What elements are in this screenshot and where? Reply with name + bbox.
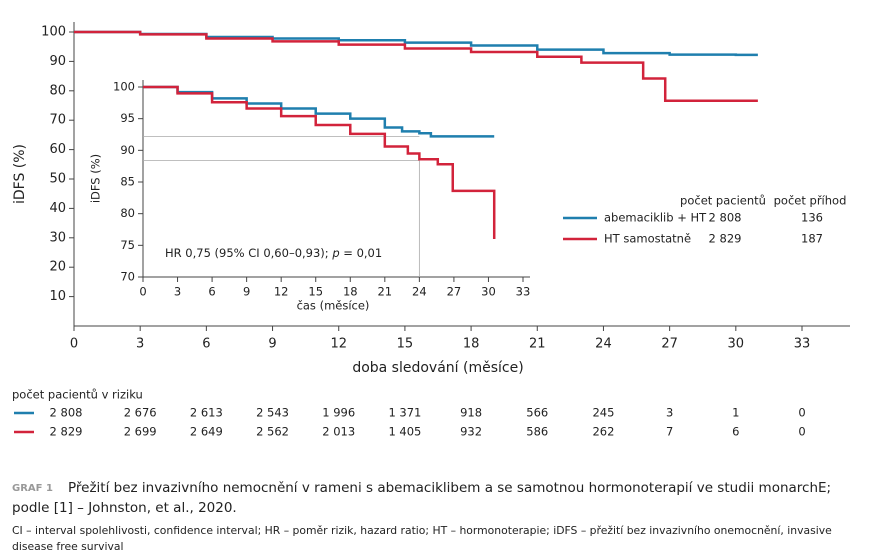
- risk-value: 2 543: [256, 406, 289, 420]
- x-tick-label: 12: [274, 285, 289, 299]
- risk-value: 1 405: [388, 425, 421, 439]
- x-tick-label: 27: [661, 337, 678, 352]
- risk-value: 1: [732, 406, 739, 420]
- y-tick-label: 100: [41, 25, 66, 40]
- legend-patients: 2 808: [709, 211, 742, 225]
- risk-value: 2 562: [256, 425, 289, 439]
- x-tick-label: 33: [516, 285, 531, 299]
- risk-value: 2 613: [190, 406, 223, 420]
- risk-value: 6: [732, 425, 739, 439]
- y-axis-label: iDFS (%): [89, 154, 103, 203]
- x-tick-label: 3: [174, 285, 181, 299]
- legend-label: HT samostatně: [604, 232, 691, 246]
- legend-patients: 2 829: [709, 232, 742, 246]
- risk-value: 918: [460, 406, 482, 420]
- risk-value: 932: [460, 425, 482, 439]
- y-tick-label: 95: [120, 111, 135, 125]
- caption-text: podle [1] – Johnston, et al., 2020.: [12, 500, 237, 516]
- y-tick-label: 90: [120, 143, 135, 157]
- risk-value: 0: [798, 406, 805, 420]
- x-tick-label: 21: [377, 285, 392, 299]
- y-tick-label: 70: [49, 113, 66, 128]
- footnote: disease free survival: [12, 540, 123, 553]
- legend-events: 187: [801, 232, 823, 246]
- x-tick-label: 27: [447, 285, 462, 299]
- legend-header: počet pacientů: [680, 194, 766, 208]
- x-tick-label: 30: [481, 285, 496, 299]
- risk-value: 7: [666, 425, 673, 439]
- x-axis-label: čas (měsíce): [297, 299, 370, 313]
- x-tick-label: 3: [136, 337, 144, 352]
- annotation-part: HR 0,75 (95% CI 0,60–0,93);: [165, 246, 332, 260]
- survival-curve: [74, 30, 758, 103]
- x-tick-label: 24: [412, 285, 427, 299]
- risk-value: 3: [666, 406, 673, 420]
- risk-table-title: počet pacientů v riziku: [12, 388, 143, 402]
- x-tick-label: 21: [529, 337, 546, 352]
- y-axis-label: iDFS (%): [12, 144, 28, 204]
- y-tick-label: 90: [49, 54, 66, 69]
- x-tick-label: 12: [330, 337, 347, 352]
- y-tick-label: 40: [49, 201, 66, 216]
- legend-header: počet příhod: [774, 194, 847, 208]
- y-tick-label: 80: [49, 83, 66, 98]
- risk-value: 1 996: [322, 406, 355, 420]
- x-tick-label: 18: [463, 337, 480, 352]
- x-tick-label: 30: [728, 337, 745, 352]
- annotation: HR 0,75 (95% CI 0,60–0,93); p = 0,01: [165, 246, 382, 260]
- x-tick-label: 15: [397, 337, 414, 352]
- risk-value: 1 371: [388, 406, 421, 420]
- risk-value: 0: [798, 425, 805, 439]
- y-tick-label: 50: [49, 172, 66, 187]
- risk-value: 262: [592, 425, 614, 439]
- x-tick-label: 0: [70, 337, 78, 352]
- y-tick-label: 30: [49, 230, 66, 245]
- x-axis-label: doba sledování (měsíce): [352, 360, 523, 376]
- x-tick-label: 6: [202, 337, 210, 352]
- risk-value: 566: [526, 406, 548, 420]
- risk-value: 586: [526, 425, 548, 439]
- risk-value: 2 808: [50, 406, 83, 420]
- x-tick-label: 15: [308, 285, 323, 299]
- y-tick-label: 70: [120, 270, 135, 284]
- caption-label: GRAF 1: [12, 483, 53, 494]
- x-tick-label: 0: [139, 285, 146, 299]
- risk-value: 2 013: [322, 425, 355, 439]
- annotation-part: p: [331, 246, 339, 260]
- x-tick-label: 33: [794, 337, 811, 352]
- x-tick-label: 9: [243, 285, 250, 299]
- x-tick-label: 6: [208, 285, 215, 299]
- legend-label: abemaciklib + HT: [604, 211, 707, 225]
- y-tick-label: 60: [49, 142, 66, 157]
- y-tick-label: 85: [120, 175, 135, 189]
- risk-value: 2 829: [50, 425, 83, 439]
- survival-curve: [143, 85, 496, 239]
- x-tick-label: 18: [343, 285, 358, 299]
- risk-value: 2 676: [124, 406, 157, 420]
- y-tick-label: 80: [120, 206, 135, 220]
- risk-value: 2 649: [190, 425, 223, 439]
- x-tick-label: 9: [268, 337, 276, 352]
- y-tick-label: 10: [49, 289, 66, 304]
- x-tick-label: 24: [595, 337, 612, 352]
- legend-events: 136: [801, 211, 823, 225]
- annotation-part: = 0,01: [340, 246, 383, 260]
- y-tick-label: 20: [49, 260, 66, 275]
- y-tick-label: 100: [113, 80, 135, 94]
- footnote: CI – interval spolehlivosti, confidence …: [12, 524, 832, 537]
- caption-text: Přežití bez invazivního nemocnění v rame…: [68, 480, 831, 496]
- risk-value: 245: [592, 406, 614, 420]
- risk-value: 2 699: [124, 425, 157, 439]
- y-tick-label: 75: [120, 238, 135, 252]
